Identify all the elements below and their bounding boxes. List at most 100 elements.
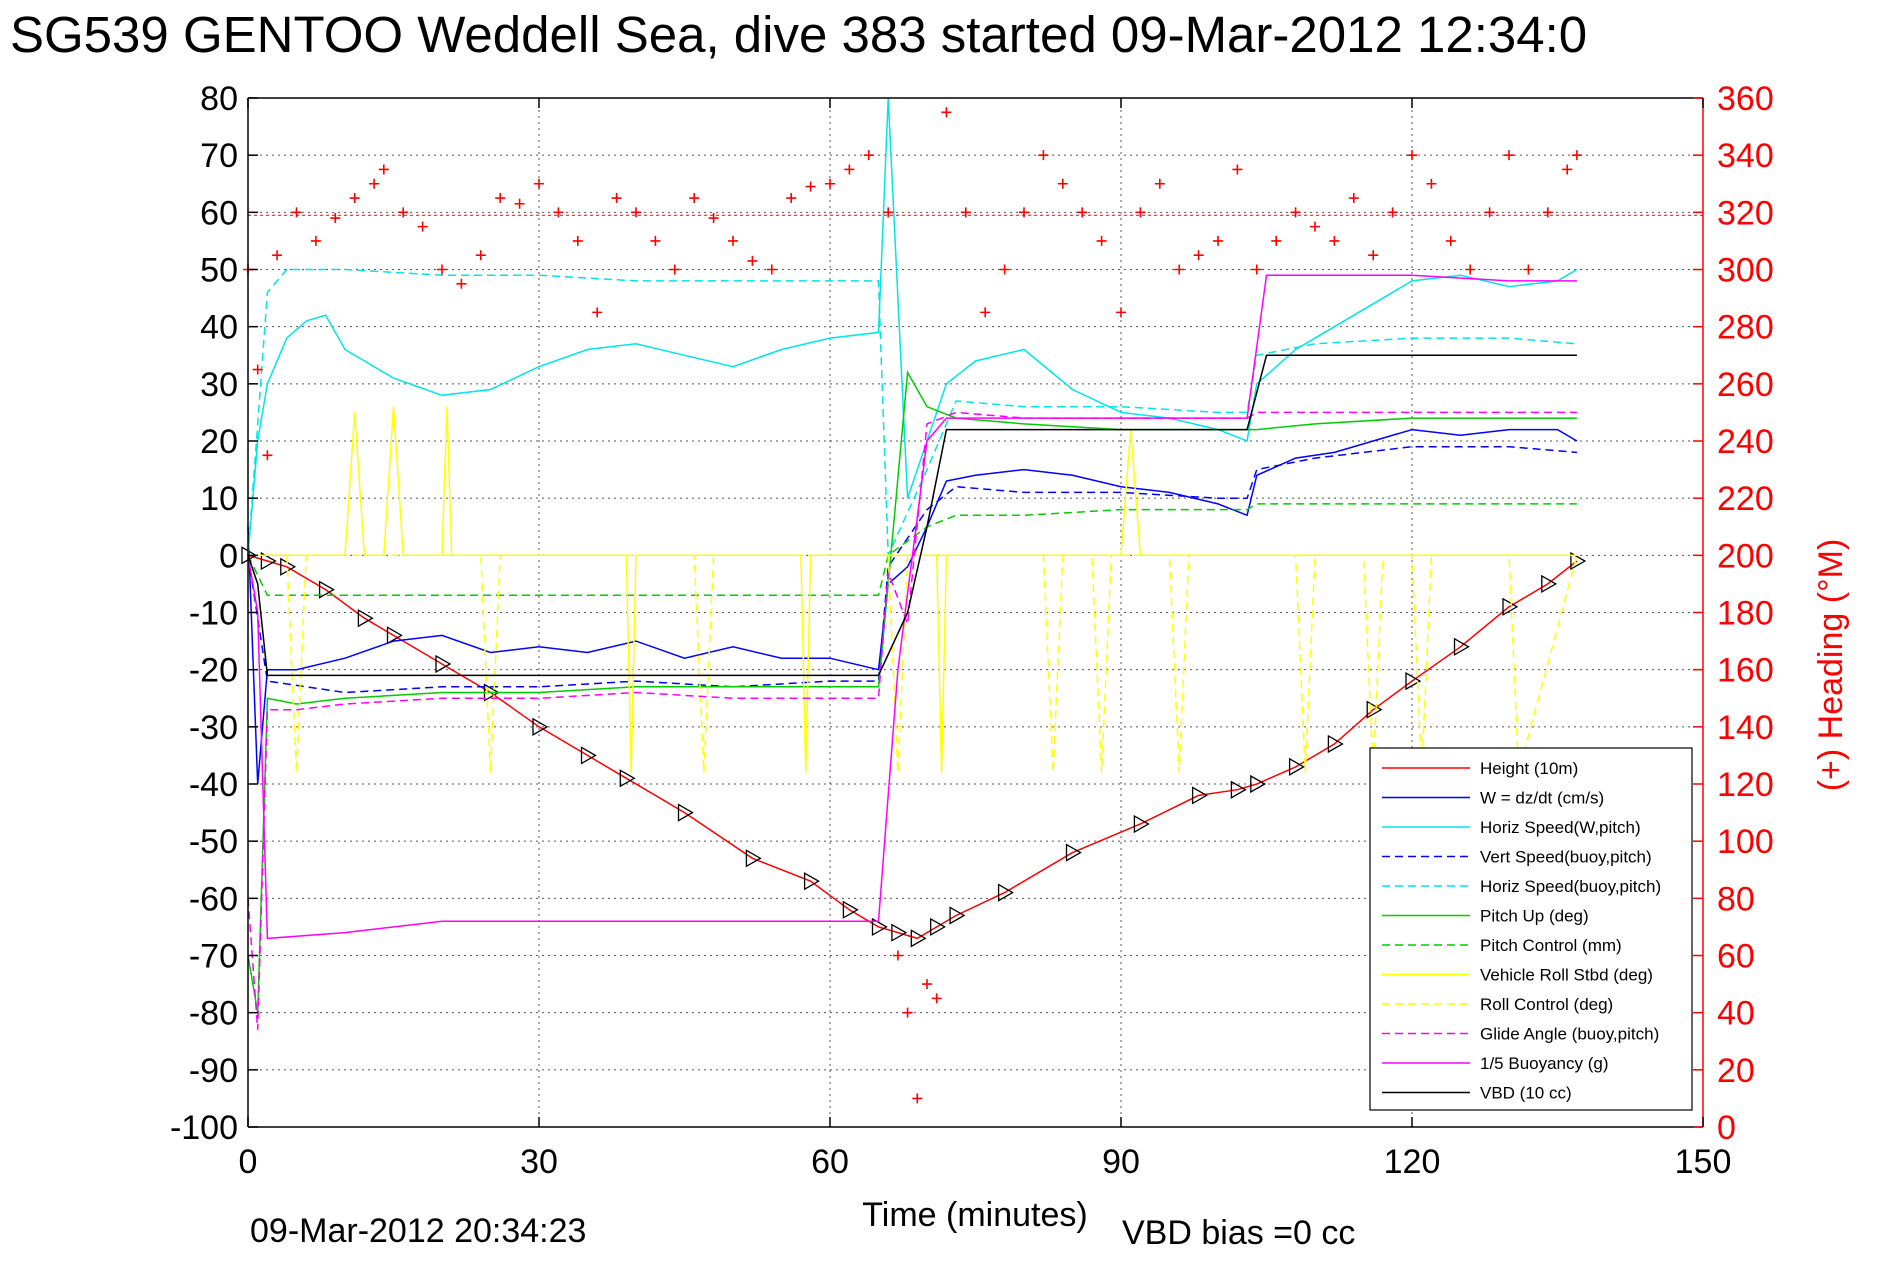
heading-marker (1057, 178, 1068, 189)
height-triangle-marker (1327, 734, 1344, 754)
heading-marker (1348, 193, 1359, 204)
height-triangle-marker (842, 900, 859, 919)
height-triangle-marker (532, 717, 549, 736)
heading-marker (1407, 150, 1417, 161)
y-right-tick-label: 80 (1717, 880, 1755, 918)
heading-marker (1116, 307, 1126, 318)
heading-marker (1038, 150, 1049, 161)
heading-marker (708, 213, 719, 224)
legend-label: Vert Speed(buoy,pitch) (1480, 848, 1652, 867)
series-line-5 (247, 268, 1577, 556)
axes (247, 97, 1704, 1128)
right-axis-label: (+) Heading (°M) (1812, 539, 1850, 792)
heading-marker (786, 193, 797, 204)
height-triangle-marker (1502, 597, 1519, 616)
y-right-tick-label: 360 (1717, 80, 1774, 118)
heading-marker (1096, 235, 1107, 246)
heading-marker (1523, 264, 1534, 275)
heading-marker (1135, 207, 1146, 218)
heading-marker (805, 181, 816, 192)
height-triangle-marker (745, 849, 762, 868)
y-right-tick-label: 200 (1717, 537, 1774, 575)
heading-marker (1445, 235, 1456, 246)
heading-marker (310, 235, 321, 246)
height-triangle-marker (260, 551, 277, 571)
heading-marker (1232, 164, 1243, 175)
x-axis-label: Time (minutes) (862, 1196, 1087, 1234)
series-line-2 (247, 428, 1578, 785)
heading-marker (1174, 264, 1185, 275)
heading-marker (1387, 207, 1398, 218)
height-triangle-marker (386, 626, 403, 645)
y-tick-label: -90 (189, 1052, 238, 1090)
legend-label: W = dz/dt (cm/s) (1480, 789, 1604, 808)
heading-marker (417, 221, 428, 232)
height-triangle-marker (997, 883, 1014, 902)
heading-marker (844, 164, 855, 175)
height-triangle-marker (1453, 637, 1470, 656)
heading-marker (1154, 178, 1165, 189)
y-right-tick-label: 280 (1717, 309, 1774, 347)
footer-timestamp: 09-Mar-2012 20:34:23 (250, 1212, 586, 1250)
heading-marker (252, 364, 263, 375)
x-tick-label: 0 (239, 1143, 258, 1181)
y-tick-label: -50 (189, 823, 238, 861)
y-right-tick-label: 240 (1717, 423, 1774, 461)
legend-label: Pitch Up (deg) (1480, 907, 1589, 926)
heading-marker (369, 178, 380, 189)
heading-marker (922, 979, 932, 990)
y-tick-label: 70 (200, 137, 238, 175)
y-right-tick-label: 120 (1717, 766, 1774, 804)
y-right-tick-label: 260 (1717, 366, 1774, 404)
heading-marker (1251, 264, 1262, 275)
series-line-11 (247, 274, 1577, 940)
heading-marker (262, 450, 273, 461)
heading-marker (999, 264, 1010, 275)
heading-marker (1213, 235, 1223, 246)
heading-marker (902, 1007, 913, 1018)
y-right-tick-label: 320 (1717, 194, 1774, 232)
heading-marker (1465, 264, 1476, 275)
y-tick-label: -70 (189, 938, 238, 976)
heading-marker (892, 950, 903, 961)
height-triangle-marker (949, 906, 966, 925)
heading-marker (456, 278, 467, 289)
footer-vbd-bias: VBD bias =0 cc (1122, 1214, 1355, 1252)
height-triangle-marker (357, 609, 374, 628)
heading-marker (378, 164, 389, 175)
y-right-tick-label: 300 (1717, 252, 1774, 290)
y-tick-label: 40 (200, 309, 238, 347)
y-tick-label: 20 (200, 423, 238, 461)
legend-label: Vehicle Roll Stbd (deg) (1480, 966, 1653, 985)
heading-marker (272, 250, 283, 261)
heading-marker (1310, 221, 1320, 232)
y-right-tick-label: 160 (1717, 652, 1774, 690)
series-line-10 (247, 411, 1577, 1030)
height-triangle-marker (619, 769, 636, 788)
series-line-3 (247, 97, 1578, 556)
heading-marker (980, 307, 991, 318)
height-triangle-marker (677, 803, 694, 822)
y-tick-label: 80 (200, 80, 238, 118)
x-tick-label: 120 (1384, 1143, 1441, 1181)
legend-box (1369, 747, 1693, 1111)
y-right-tick-label: 0 (1717, 1109, 1736, 1147)
legend-label: Horiz Speed(buoy,pitch) (1480, 877, 1661, 896)
heading-marker (912, 1093, 923, 1104)
height-triangle-marker (580, 746, 597, 765)
y-tick-label: -60 (189, 880, 238, 918)
heading-marker (883, 207, 894, 218)
heading-marker (1504, 150, 1514, 161)
heading-marker (1019, 207, 1029, 218)
heading-marker (475, 250, 486, 261)
heading-marker (931, 993, 942, 1004)
heading-marker (766, 264, 777, 275)
series-line-12 (247, 354, 1577, 677)
heading-marker (1329, 235, 1340, 246)
height-triangle-marker (435, 654, 452, 674)
heading-marker (1571, 150, 1582, 161)
height-triangle-marker (891, 923, 908, 942)
legend-label: Horiz Speed(W,pitch) (1480, 818, 1641, 837)
heading-marker (553, 207, 564, 218)
tick-labels: 0 30 60 90 120 15080706050403020100-10-20-30-… (170, 80, 1774, 1181)
